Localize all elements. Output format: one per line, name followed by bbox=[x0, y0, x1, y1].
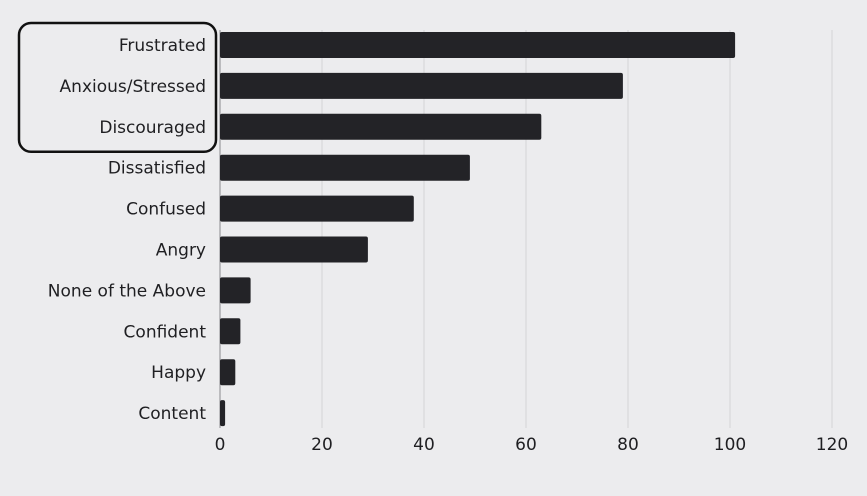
x-tick-label: 100 bbox=[714, 435, 746, 455]
bar-content bbox=[220, 400, 226, 427]
category-label: Happy bbox=[151, 363, 206, 383]
x-tick-label: 80 bbox=[617, 435, 639, 455]
bar-confident bbox=[220, 318, 241, 345]
bar-frustrated bbox=[220, 32, 736, 58]
category-label: None of the Above bbox=[48, 281, 206, 301]
bar-anxious-stressed bbox=[220, 72, 623, 99]
x-tick-label: 20 bbox=[311, 435, 333, 455]
category-label: Anxious/Stressed bbox=[60, 77, 206, 97]
category-label: Dissatisfied bbox=[108, 159, 206, 179]
category-label: Confused bbox=[126, 200, 206, 220]
category-label: Content bbox=[138, 404, 206, 424]
x-tick-labels: 0 20 40 60 80 100 120 bbox=[215, 435, 849, 455]
category-label: Frustrated bbox=[119, 36, 206, 56]
category-labels: Frustrated Anxious/Stressed Discouraged Dis… bbox=[48, 36, 207, 424]
highlight-box bbox=[17, 21, 218, 154]
bar-confused bbox=[220, 195, 414, 222]
category-label: Angry bbox=[156, 241, 206, 261]
bar-none-of-the-above bbox=[220, 277, 251, 304]
category-label: Discouraged bbox=[99, 118, 206, 138]
x-tick-label: 40 bbox=[413, 435, 435, 455]
bar-happy bbox=[220, 359, 236, 386]
x-tick-label: 60 bbox=[515, 435, 537, 455]
x-tick-label: 0 bbox=[215, 435, 226, 455]
bar-angry bbox=[220, 236, 368, 263]
bar-discouraged bbox=[220, 113, 542, 140]
x-tick-label: 120 bbox=[816, 435, 848, 455]
bars bbox=[220, 32, 736, 427]
category-label: Confident bbox=[124, 322, 207, 342]
bar-dissatisfied bbox=[220, 154, 470, 181]
